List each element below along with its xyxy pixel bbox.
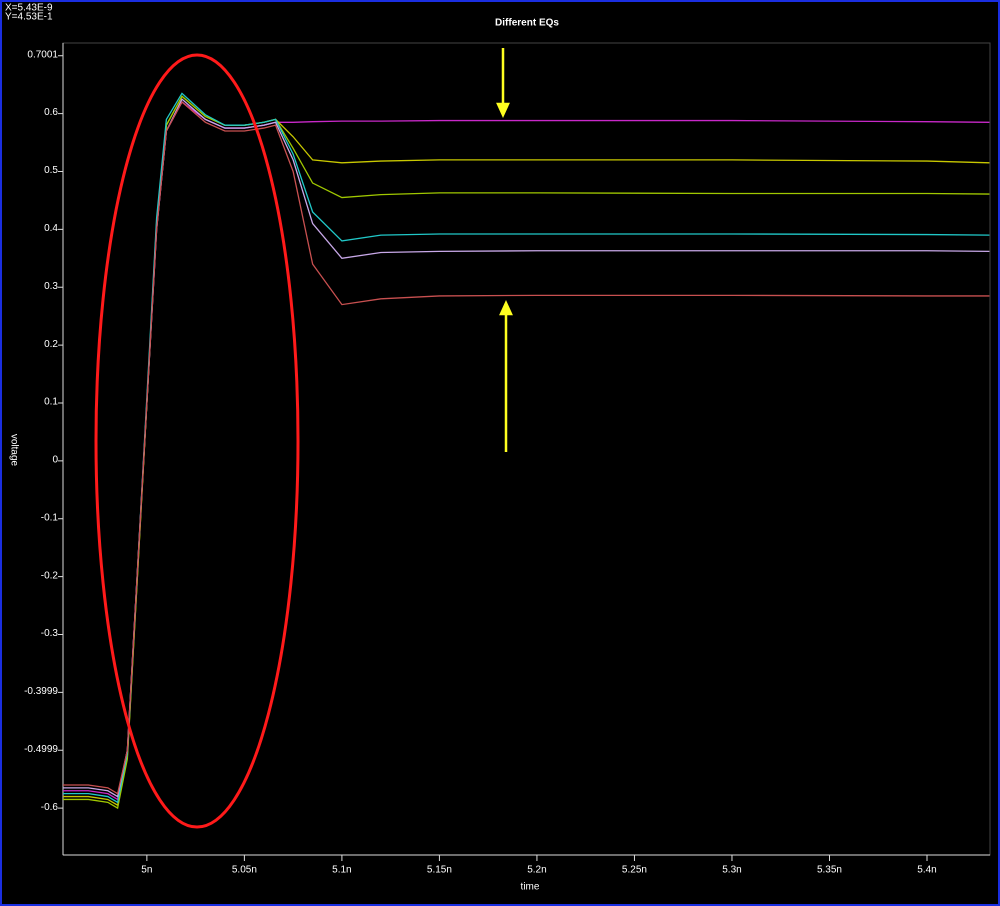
y-tick-label: -0.6 bbox=[41, 802, 59, 813]
x-tick-label: 5.15n bbox=[427, 865, 452, 876]
y-tick-label: 0.4 bbox=[44, 223, 58, 234]
y-tick-label: -0.1 bbox=[41, 512, 59, 523]
x-tick-label: 5.3n bbox=[722, 865, 741, 876]
y-tick-label: 0 bbox=[52, 455, 58, 466]
x-tick-label: 5.4n bbox=[917, 865, 936, 876]
arrow-head bbox=[496, 102, 510, 119]
arrow-head bbox=[499, 299, 513, 316]
series-line bbox=[63, 92, 990, 804]
x-tick-label: 5.35n bbox=[817, 865, 842, 876]
highlight-ellipse bbox=[94, 53, 300, 829]
arrows bbox=[496, 48, 513, 452]
chart-title: Different EQs bbox=[495, 18, 559, 29]
y-tick-label: -0.2 bbox=[41, 570, 59, 581]
y-tick-label: -0.3999 bbox=[24, 686, 58, 697]
y-tick-label: 0.6 bbox=[44, 107, 58, 118]
cursor-y: Y=4.53E-1 bbox=[5, 12, 53, 23]
y-tick-label: 0.7001 bbox=[27, 49, 58, 60]
y-tick-label: -0.3 bbox=[41, 628, 59, 639]
x-tick-label: 5.05n bbox=[232, 865, 257, 876]
y-tick-label: -0.4999 bbox=[24, 744, 58, 755]
x-tick-label: 5.2n bbox=[527, 865, 546, 876]
x-tick-label: 5.1n bbox=[332, 865, 351, 876]
x-tick-label: 5n bbox=[141, 865, 152, 876]
series-line bbox=[63, 101, 990, 795]
x-axis-label: time bbox=[521, 882, 540, 893]
x-tick-label: 5.25n bbox=[622, 865, 647, 876]
y-tick-label: 0.5 bbox=[44, 165, 58, 176]
cursor-x: X=5.43E-9 bbox=[5, 3, 53, 14]
y-tick-label: 0.3 bbox=[44, 281, 58, 292]
y-tick-label: 0.1 bbox=[44, 397, 58, 408]
y-axis-label: voltage bbox=[8, 434, 19, 467]
y-tick-label: 0.2 bbox=[44, 339, 58, 350]
